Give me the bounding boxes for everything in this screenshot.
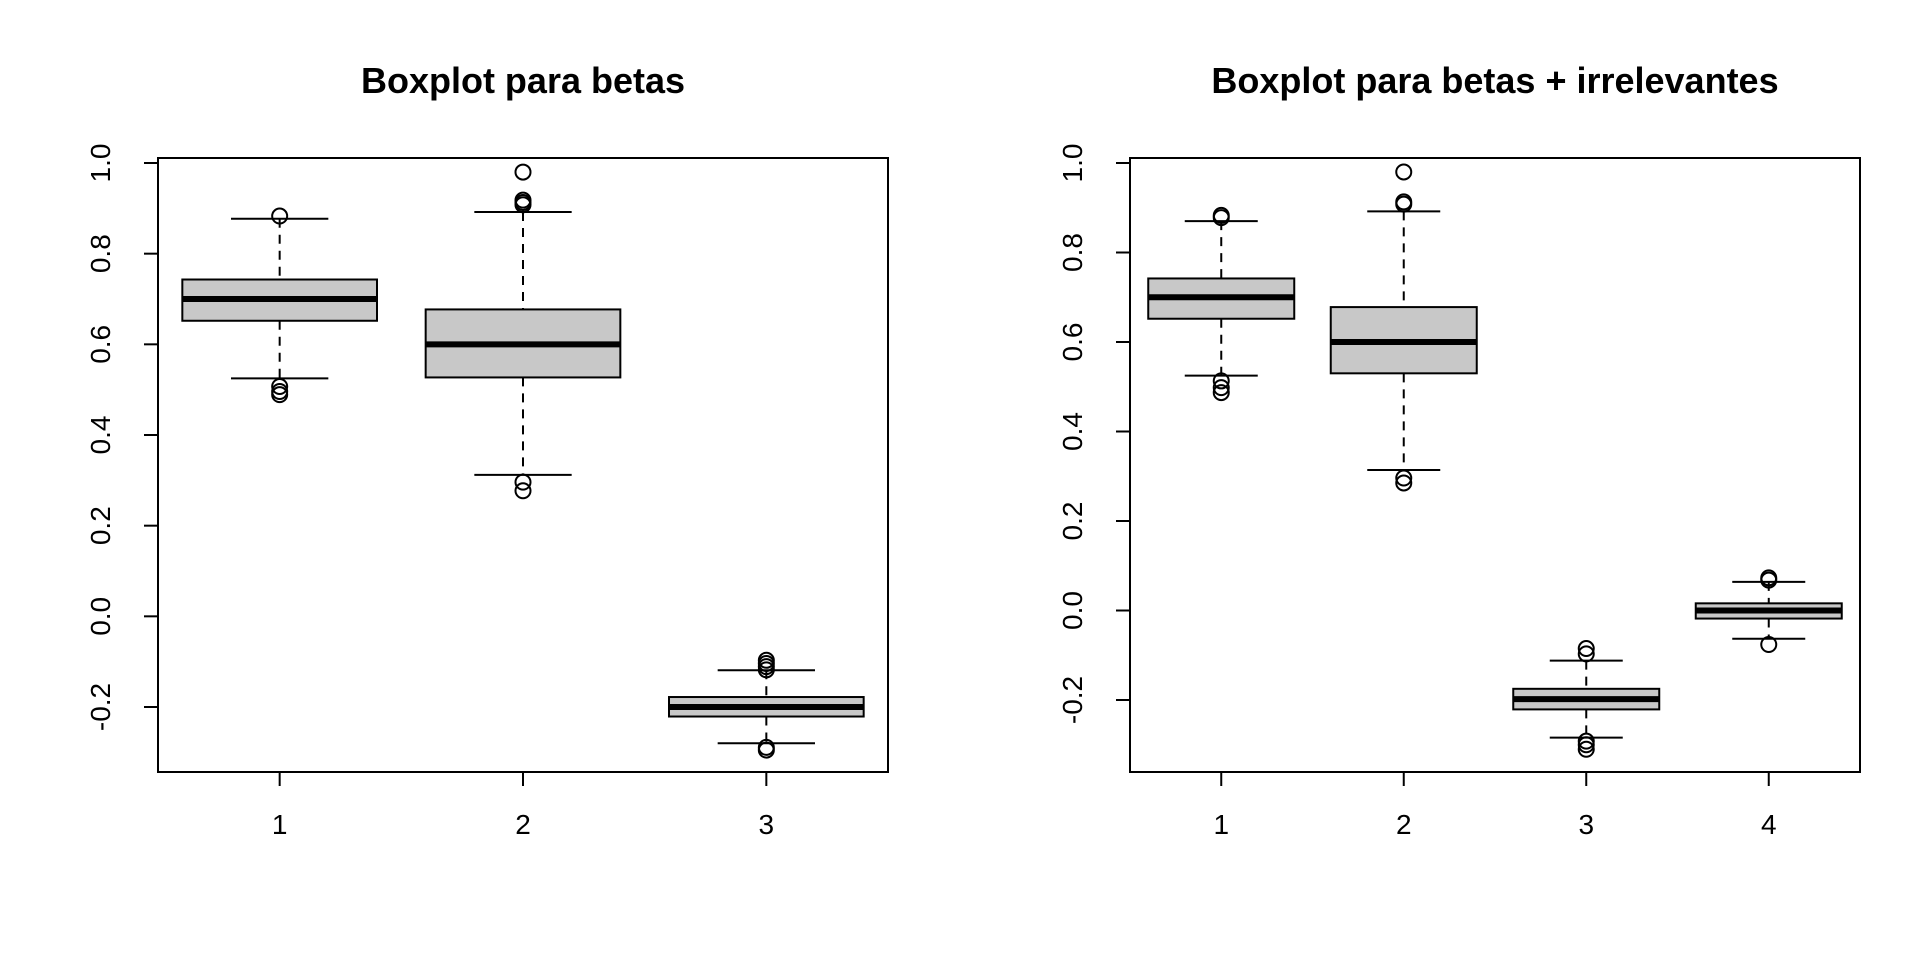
box-3 [1512, 640, 1661, 758]
chart-title: Boxplot para betas + irrelevantes [1211, 60, 1778, 101]
outlier-point [1760, 571, 1778, 589]
box-3 [668, 651, 865, 759]
outlier-point [757, 741, 775, 759]
x-tick-label: 4 [1761, 809, 1777, 840]
plot-frame [1129, 157, 1861, 773]
chart-title: Boxplot para betas [361, 60, 685, 101]
box-4 [1694, 569, 1843, 654]
y-tick-label: 0.4 [1057, 412, 1088, 451]
outlier-point [1395, 163, 1413, 181]
box-2 [424, 163, 622, 500]
box-1 [1147, 206, 1296, 402]
outlier-point [1577, 645, 1595, 663]
y-tick-label: -0.2 [1057, 676, 1088, 724]
outlier-point [514, 482, 532, 500]
y-tick-label: 0.0 [85, 597, 116, 636]
outlier-point [1212, 209, 1230, 227]
outlier-point [514, 163, 532, 181]
outlier-point [1395, 474, 1413, 492]
outlier-point [1577, 640, 1595, 658]
outlier-point [757, 661, 775, 679]
outlier-point [1212, 384, 1230, 402]
outlier-point [1212, 379, 1230, 397]
outlier-point [271, 207, 289, 225]
y-tick-label: 1.0 [1057, 144, 1088, 183]
outlier-point [1395, 195, 1413, 213]
outlier-point [271, 377, 289, 395]
outlier-point [1760, 636, 1778, 654]
outlier-point [1577, 740, 1595, 758]
x-tick-label: 1 [1213, 809, 1229, 840]
y-tick-label: 1.0 [85, 144, 116, 183]
outlier-point [1395, 469, 1413, 487]
y-tick-label: -0.2 [85, 683, 116, 731]
outlier-point [1212, 372, 1230, 390]
box-1 [181, 207, 378, 404]
x-tick-label: 3 [1578, 809, 1594, 840]
x-tick-label: 3 [759, 809, 775, 840]
y-tick-label: 0.0 [1057, 591, 1088, 630]
x-tick-label: 2 [515, 809, 531, 840]
boxplot-panel-betas-irrelevantes: Boxplot para betas + irrelevantes -0.2 0.… [1057, 60, 1861, 840]
y-tick-label: 0.4 [85, 416, 116, 455]
outlier-point [514, 196, 532, 214]
y-tick-label: 0.6 [85, 325, 116, 364]
y-tick-label: 0.8 [1057, 233, 1088, 272]
x-tick-label: 1 [272, 809, 288, 840]
outlier-point [1577, 736, 1595, 754]
boxplot-panel-betas: Boxplot para betas -0.2 0.0 0.2 0.4 0.6 0.8 1.… [85, 60, 889, 840]
x-tick-label: 2 [1396, 809, 1412, 840]
y-tick-label: 0.6 [1057, 323, 1088, 362]
y-tick-label: 0.2 [1057, 502, 1088, 541]
y-tick-label: 0.8 [85, 234, 116, 273]
outlier-point [271, 386, 289, 404]
outlier-point [514, 473, 532, 491]
y-tick-label: 0.2 [85, 506, 116, 545]
box-2 [1329, 163, 1478, 492]
